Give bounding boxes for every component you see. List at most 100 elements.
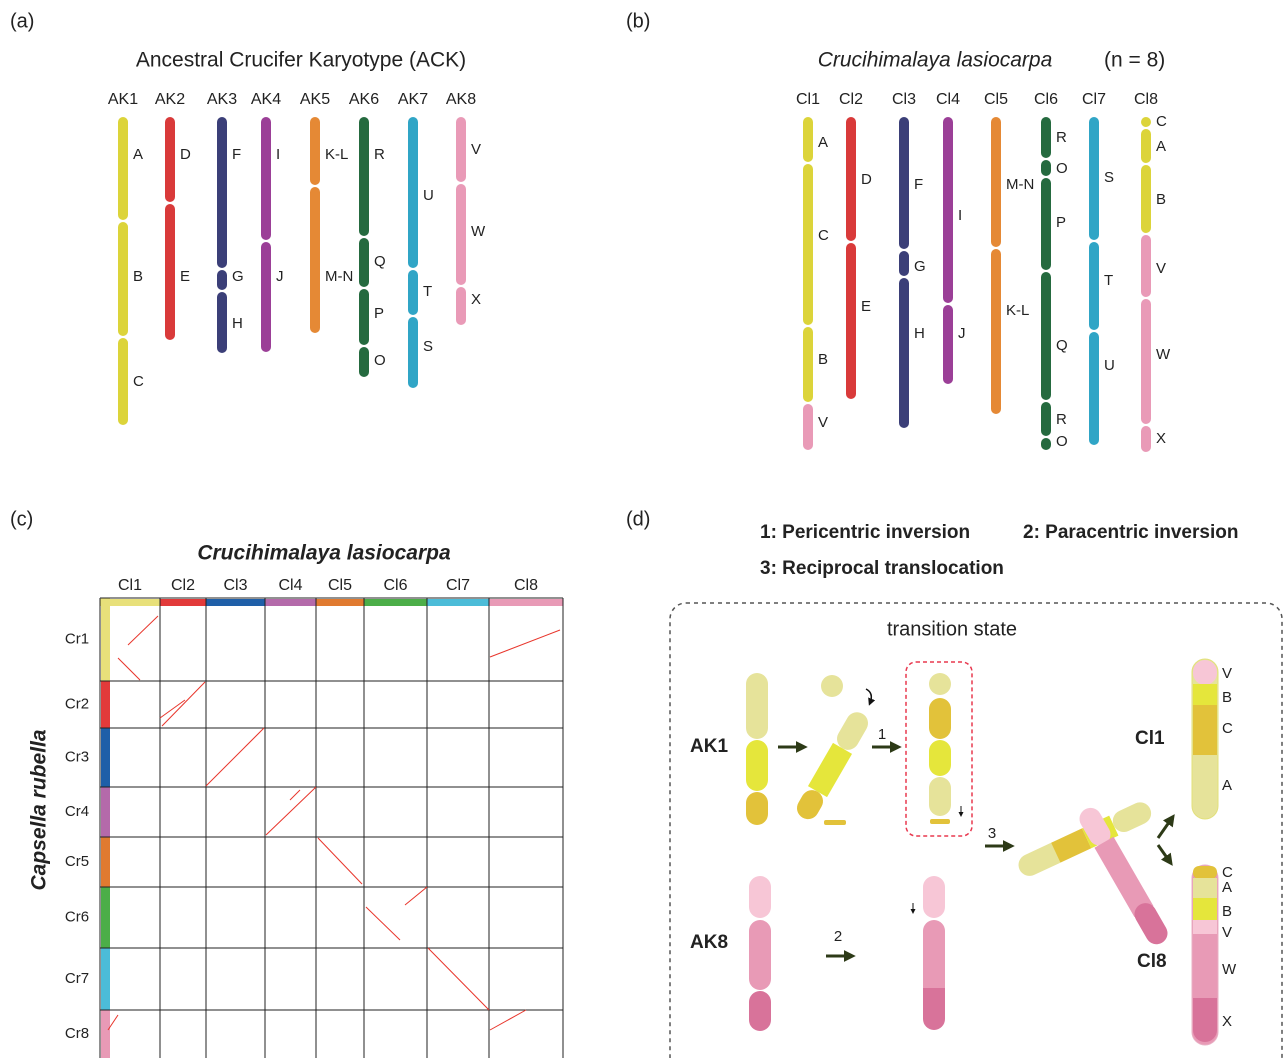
chromosome-segment xyxy=(1041,117,1051,158)
segment-label: X xyxy=(471,291,481,308)
row-label: Cr6 xyxy=(65,908,89,925)
segment-label: U xyxy=(1104,357,1115,374)
chromosome-segment xyxy=(261,117,271,240)
synteny-line xyxy=(490,630,560,657)
synteny-line xyxy=(366,907,400,940)
segment-label: T xyxy=(1104,272,1113,289)
segment-label: E xyxy=(180,268,190,285)
chromosome-name: Cl3 xyxy=(892,91,916,108)
segment-label: R xyxy=(1056,129,1067,146)
chromosome-name: Cl4 xyxy=(936,91,960,108)
chromosome-segment xyxy=(408,317,418,388)
chromosome-name: Cl2 xyxy=(839,91,863,108)
chromosome-segment xyxy=(261,242,271,352)
segment-label: V xyxy=(1222,665,1232,682)
segment-label: B xyxy=(1156,191,1166,208)
segment-label: P xyxy=(374,305,384,322)
box-title: transition state xyxy=(887,618,1017,640)
segment-label: K-L xyxy=(325,146,348,163)
color-strip xyxy=(101,787,110,837)
segment-label: R xyxy=(1056,411,1067,428)
segment-label: Q xyxy=(374,253,386,270)
segment-label: A xyxy=(133,146,143,163)
chromosome-segment xyxy=(456,287,466,325)
segment-label: I xyxy=(958,207,962,224)
step-number: 2 xyxy=(834,928,842,945)
synteny-line xyxy=(290,790,300,800)
segment-label: B xyxy=(1222,689,1232,706)
segment-label: R xyxy=(374,146,385,163)
chromosome-name: Cl1 xyxy=(1135,728,1165,749)
column-label: Cl2 xyxy=(171,577,195,594)
row-label: Cr1 xyxy=(65,630,89,647)
segment-label: C xyxy=(133,373,144,390)
segment-label: J xyxy=(276,268,284,285)
color-strip xyxy=(206,599,265,606)
chromosome-segment xyxy=(165,117,175,202)
chromosome-segment xyxy=(1089,332,1099,445)
chromosome-segment xyxy=(165,204,175,340)
panel-label: (a) xyxy=(10,10,34,32)
panel-title: Ancestral Crucifer Karyotype (ACK) xyxy=(136,49,466,72)
chromosome-segment xyxy=(1089,242,1099,330)
chromosome-segment xyxy=(1041,160,1051,176)
synteny-line xyxy=(318,838,362,884)
chromosome-name: AK6 xyxy=(349,91,379,108)
chromosome-name: AK3 xyxy=(207,91,237,108)
chromosome-segment xyxy=(1041,402,1051,436)
segment-label: S xyxy=(1104,169,1114,186)
column-label: Cl3 xyxy=(223,577,247,594)
segment-label: X xyxy=(1156,430,1166,447)
color-strip xyxy=(489,599,563,606)
chromosome-segment xyxy=(118,222,128,336)
segment-label: F xyxy=(914,176,923,193)
panel-label: (c) xyxy=(10,508,33,530)
segment-label: V xyxy=(818,414,828,431)
synteny-line xyxy=(118,658,140,680)
panel-title: Crucihimalaya lasiocarpa xyxy=(818,49,1053,72)
segment-label: C xyxy=(1222,720,1233,737)
segment-label: W xyxy=(1156,346,1171,363)
chromosome-segment xyxy=(1141,165,1151,233)
synteny-line xyxy=(266,787,316,835)
segment-label: E xyxy=(861,298,871,315)
legend-item: 2: Paracentric inversion xyxy=(1023,522,1238,543)
segment-label: A xyxy=(818,134,828,151)
segment-label: G xyxy=(232,268,244,285)
chromosome-segment xyxy=(991,117,1001,247)
synteny-line xyxy=(206,728,264,786)
segment-label: O xyxy=(1056,160,1068,177)
column-label: Cl4 xyxy=(278,577,302,594)
color-strip xyxy=(316,599,364,606)
segment-label: H xyxy=(914,325,925,342)
chromosome-segment xyxy=(1041,438,1051,450)
chromosome-segment xyxy=(408,117,418,268)
column-label: Cl1 xyxy=(118,577,142,594)
color-strip xyxy=(427,599,489,606)
segment-label: U xyxy=(423,187,434,204)
panel-title-suffix: (n = 8) xyxy=(1104,49,1165,72)
segment-label: M-N xyxy=(1006,176,1034,193)
segment-label: B xyxy=(133,268,143,285)
chromosome-segment xyxy=(310,187,320,333)
x-title: Crucihimalaya lasiocarpa xyxy=(197,542,451,565)
segment-label: D xyxy=(861,171,872,188)
row-label: Cr7 xyxy=(65,970,89,987)
segment-label: T xyxy=(423,283,432,300)
chromosome-segment xyxy=(943,305,953,384)
segment-label: C xyxy=(1156,113,1167,130)
chromosome-segment xyxy=(359,289,369,345)
segment-label: V xyxy=(1156,260,1166,277)
chromosome-segment xyxy=(456,184,466,285)
chromosome-segment xyxy=(1041,178,1051,270)
color-strip xyxy=(101,1010,110,1058)
panel-d-shapes xyxy=(746,659,1218,1045)
chromosome-segment xyxy=(803,164,813,325)
chromosome-name: AK7 xyxy=(398,91,428,108)
segment-label: Q xyxy=(1056,337,1068,354)
chromosome-name: Cl1 xyxy=(796,91,820,108)
segment-label: A xyxy=(1222,777,1232,794)
chromosome-segment xyxy=(899,251,909,276)
chromosome-name: Cl5 xyxy=(984,91,1008,108)
chromosome-name: Cl6 xyxy=(1034,91,1058,108)
